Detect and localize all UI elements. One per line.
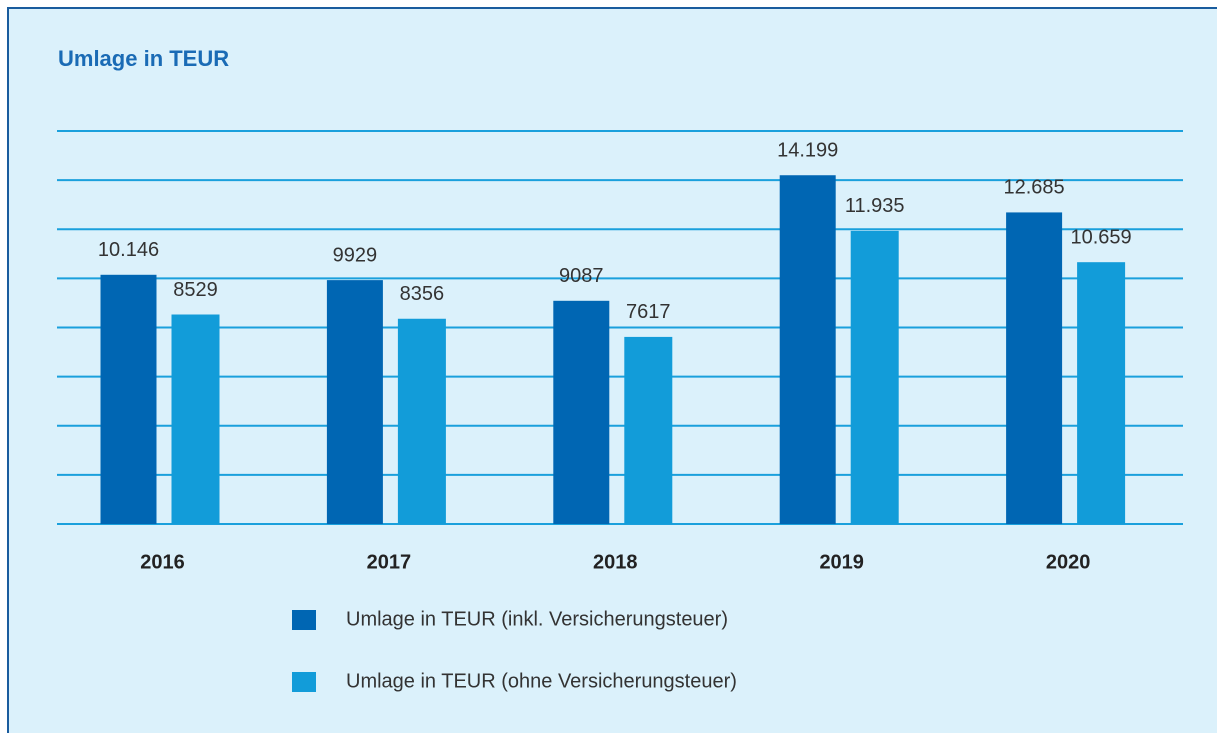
legend-label: Umlage in TEUR (ohne Versicherungsteuer) [346,670,737,692]
data-label: 9929 [333,244,378,266]
bar [1006,212,1063,524]
x-tick-label: 2020 [1046,551,1091,573]
bar [326,280,383,524]
bar [624,336,673,524]
x-tick-label: 2017 [367,551,412,573]
data-label: 9087 [559,265,604,287]
bar [850,230,899,524]
bar [1077,262,1126,524]
legend-swatch [292,610,316,630]
x-tick-label: 2019 [819,551,864,573]
legend-label: Umlage in TEUR (inkl. Versicherungsteuer… [346,608,728,630]
bar [171,314,220,524]
data-label: 8356 [400,283,445,305]
bar [779,175,836,524]
data-label: 14.199 [777,140,838,162]
chart-title: Umlage in TEUR [58,46,229,71]
data-label: 11.935 [845,195,905,217]
bar [553,300,610,524]
x-tick-label: 2018 [593,551,638,573]
data-label: 8529 [173,279,218,301]
bar [397,318,446,524]
bar [100,274,157,524]
data-label: 10.146 [98,239,159,261]
x-tick-label: 2016 [140,551,185,573]
data-label: 10.659 [1071,226,1132,248]
data-label: 12.685 [1004,177,1065,199]
data-label: 7617 [626,301,671,323]
legend-swatch [292,672,316,692]
